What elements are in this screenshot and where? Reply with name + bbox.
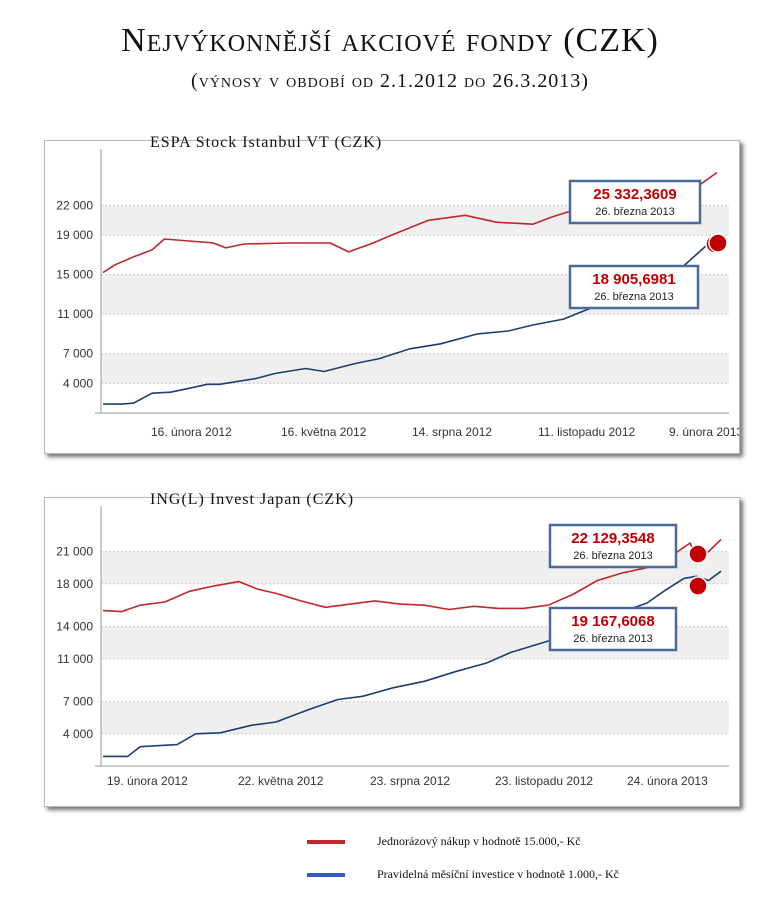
legend-swatch-lump-sum [307,840,345,844]
grid-band [101,701,729,734]
y-tick-label: 15 000 [56,268,93,282]
x-tick-label: 16. května 2012 [281,425,367,439]
callout-value: 25 332,3609 [593,186,676,203]
callout-box [548,606,678,652]
chart-panel-ing: 4 000 7 000 11 000 14 000 18 000 21 000 19. ún… [44,497,740,807]
callout-date: 26. března 2013 [573,550,653,562]
grid-band [101,353,729,384]
y-tick-label: 4 000 [63,376,93,390]
chart-espa: 4 000 7 000 11 000 15 000 19 000 22 000 16. ún… [56,149,739,439]
callout-value: 19 167,6068 [571,613,654,630]
end-marker-monthly [708,233,728,253]
x-tick-label: 14. srpna 2012 [412,425,492,439]
callout-box [548,523,678,569]
y-tick-label: 19 000 [56,228,93,242]
callout-monthly: 18 905,6981 26. března 2013 [568,264,700,310]
y-tick-label: 14 000 [56,620,93,634]
x-tick-label: 19. února 2012 [107,774,188,788]
legend-label-monthly: Pravidelná měsíční investice v hodnotě 1… [377,867,619,881]
legend-swatch-monthly [307,873,345,877]
callout-date: 26. března 2013 [595,206,675,218]
y-tick-label: 11 000 [57,307,93,321]
x-tick-label: 23. srpna 2012 [370,774,450,788]
end-marker-lump-sum [688,544,708,564]
callout-lump-sum: 22 129,3548 26. března 2013 [548,523,678,569]
y-tick-label: 22 000 [56,198,93,212]
chart-panel-espa: 4 000 7 000 11 000 15 000 19 000 22 000 16. ún… [44,140,740,454]
series-line-monthly [103,570,722,758]
y-tick-label: 7 000 [63,347,93,361]
x-tick-label: 11. listopadu 2012 [538,425,636,439]
callout-box [568,264,700,310]
y-tick-label: 7 000 [63,695,93,709]
y-tick-label: 4 000 [63,727,93,741]
x-tick-label: 16. února 2012 [151,425,232,439]
page-subtitle: (výnosy v období od 2.1.2012 do 26.3.201… [191,70,589,92]
callout-value: 22 129,3548 [571,530,654,547]
y-tick-label: 18 000 [56,577,93,591]
x-tick-label: 9. února 2013 [669,425,739,439]
callout-monthly: 19 167,6068 26. března 2013 [548,606,678,652]
y-tick-label: 11 000 [57,652,93,666]
legend-label-lump-sum: Jednorázový nákup v hodnotě 15.000,- Kč [377,834,581,848]
callout-box [568,179,702,225]
x-tick-label: 24. února 2013 [627,774,708,788]
end-marker-monthly [688,576,708,596]
chart-ing: 4 000 7 000 11 000 14 000 18 000 21 000 19. ún… [56,506,729,788]
callout-lump-sum: 25 332,3609 26. března 2013 [568,179,702,225]
callout-date: 26. března 2013 [594,291,674,303]
page-title: Nejvýkonnější akciové fondy (CZK) [121,22,659,59]
y-tick-label: 21 000 [56,545,93,559]
x-tick-label: 23. listopadu 2012 [495,774,593,788]
x-tick-label: 22. května 2012 [238,774,324,788]
chart-title-espa: ESPA Stock Istanbul VT (CZK) [150,134,383,151]
callout-date: 26. března 2013 [573,633,653,645]
chart-title-ing: ING(L) Invest Japan (CZK) [150,491,355,508]
callout-value: 18 905,6981 [592,271,675,288]
